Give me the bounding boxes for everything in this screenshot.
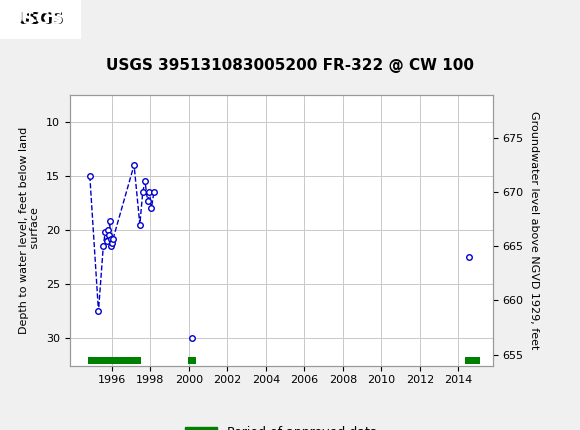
Text: USGS: USGS (17, 12, 64, 27)
Legend: Period of approved data: Period of approved data (180, 421, 382, 430)
Text: USGS 395131083005200 FR-322 @ CW 100: USGS 395131083005200 FR-322 @ CW 100 (106, 58, 474, 73)
Bar (465, 356, 480, 364)
Bar (88, 356, 141, 364)
Bar (188, 356, 195, 364)
Y-axis label: Depth to water level, feet below land
 surface: Depth to water level, feet below land su… (19, 126, 40, 334)
Y-axis label: Groundwater level above NGVD 1929, feet: Groundwater level above NGVD 1929, feet (530, 111, 539, 349)
Bar (0, 0, 81, 39)
Text: USGS: USGS (9, 10, 64, 28)
Text: ≈: ≈ (3, 10, 17, 28)
